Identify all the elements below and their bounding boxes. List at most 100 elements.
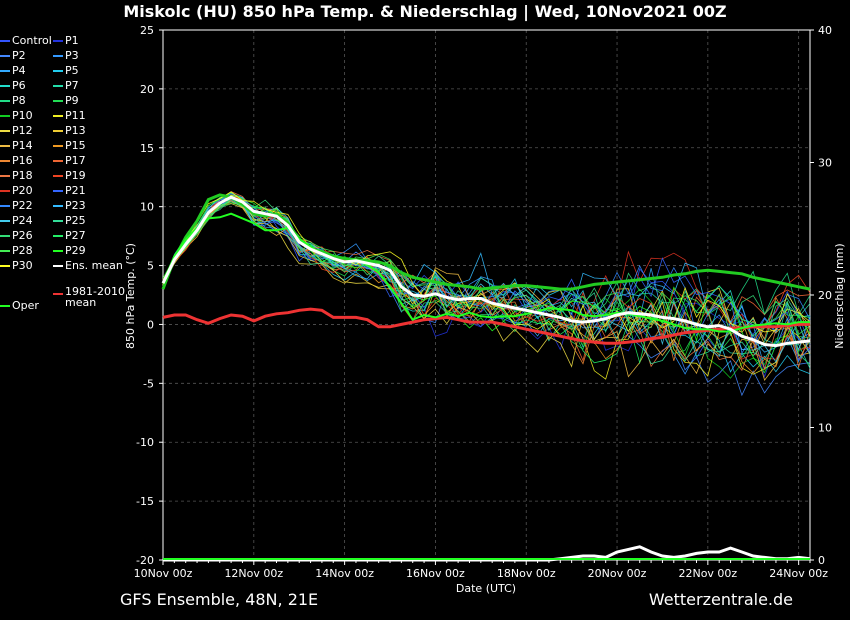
x-tick-label: 12Nov 00z: [224, 567, 283, 580]
member-line-p26: [162, 198, 811, 366]
legend-swatch: [0, 235, 10, 237]
legend-label: P7: [65, 79, 79, 92]
legend-label: P27: [65, 229, 86, 242]
y-tick-label: 0: [147, 318, 154, 331]
legend-item: P19: [53, 168, 86, 183]
oper-line: [162, 212, 810, 333]
plot-frame: [162, 29, 811, 561]
legend-swatch: [0, 250, 10, 252]
legend-item: Ens. mean: [53, 258, 123, 273]
legend-swatch: [0, 175, 10, 177]
legend-swatch: [0, 265, 10, 267]
legend-item: P6: [0, 78, 26, 93]
member-line-control: [162, 197, 811, 360]
member-line-p19: [162, 198, 811, 344]
legend-item: P5: [53, 63, 79, 78]
legend-swatch: [0, 160, 10, 162]
legend-item: P7: [53, 78, 79, 93]
y-tick-label: 10: [140, 201, 154, 214]
legend-item: P2: [0, 48, 26, 63]
legend-swatch: [0, 190, 10, 192]
legend-item: P11: [53, 108, 86, 123]
legend-swatch: [53, 160, 63, 162]
member-line-p5: [162, 194, 811, 375]
legend-swatch: [53, 85, 63, 87]
legend-swatch: [0, 70, 10, 72]
legend-label: P12: [12, 124, 33, 137]
legend-label: P5: [65, 64, 79, 77]
legend-label: P11: [65, 109, 86, 122]
legend-item: P16: [0, 153, 33, 168]
legend-item: P26: [0, 228, 33, 243]
legend-label: P13: [65, 124, 86, 137]
x-tick-label: 16Nov 00z: [406, 567, 465, 580]
y-axis-label: 850 hPa Temp. (°C): [124, 243, 137, 349]
legend-label: P10: [12, 109, 33, 122]
x-tick-label: 20Nov 00z: [588, 567, 647, 580]
legend-item: P14: [0, 138, 33, 153]
legend-swatch: [53, 250, 63, 252]
legend-label: P26: [12, 229, 33, 242]
legend-swatch: [0, 145, 10, 147]
legend-label: Control: [12, 34, 52, 47]
legend-label: Oper: [12, 299, 39, 312]
legend-item: P25: [53, 213, 86, 228]
legend-swatch: [53, 175, 63, 177]
y-tick-label: -15: [136, 495, 154, 508]
legend-swatch: [0, 85, 10, 87]
legend-item: P1: [53, 33, 79, 48]
legend-label: P18: [12, 169, 33, 182]
legend-label: P3: [65, 49, 79, 62]
chart-title: Miskolc (HU) 850 hPa Temp. & Niederschla…: [123, 2, 727, 21]
x-tick-label: 10Nov 00z: [134, 567, 193, 580]
member-line-p3: [162, 199, 811, 375]
legend-item: P4: [0, 63, 26, 78]
legend-label: P14: [12, 139, 33, 152]
tick-labels: 25 20 15 10 5 0 -5 -10 -15 -20 40 30 20 10 0 10Nov 00z 1…: [134, 24, 832, 580]
legend-item: P13: [53, 123, 86, 138]
legend-item: P29: [53, 243, 86, 258]
y2-tick-label: 0: [818, 554, 825, 567]
legend-label: P17: [65, 154, 86, 167]
y-tick-label: 20: [140, 83, 154, 96]
legend-swatch: [53, 235, 63, 237]
legend-swatch: [53, 130, 63, 132]
y-tick-label: -10: [136, 436, 154, 449]
legend-label: P29: [65, 244, 86, 257]
legend-label: P20: [12, 184, 33, 197]
y-tick-label: 5: [147, 260, 154, 273]
legend-item-oper: Oper: [0, 298, 39, 313]
legend-swatch: [0, 115, 10, 117]
clim-mean-line: [162, 307, 810, 345]
legend-label: 1981-2010 mean: [65, 285, 125, 309]
legend-item: P17: [53, 153, 86, 168]
legend-swatch: [0, 130, 10, 132]
legend-item: P23: [53, 198, 86, 213]
legend-swatch: [0, 220, 10, 222]
legend-label: P30: [12, 259, 33, 272]
legend-swatch: [0, 205, 10, 207]
legend-item-clim: 1981-2010 mean: [53, 286, 135, 308]
legend-item: Control: [0, 33, 52, 48]
legend-swatch: [53, 70, 63, 72]
x-tick-label: 22Nov 00z: [678, 567, 737, 580]
y2-axis-label: Niederschlag (mm): [833, 243, 846, 348]
legend-item: P8: [0, 93, 26, 108]
ensemble-members: [162, 191, 811, 397]
precip-lines: [163, 545, 811, 562]
legend-swatch: [53, 190, 63, 192]
y-tick-label: -20: [136, 554, 154, 567]
legend-swatch: [53, 55, 63, 57]
legend-swatch: [0, 55, 10, 57]
legend-label: P9: [65, 94, 79, 107]
y2-tick-label: 20: [818, 289, 832, 302]
legend-swatch: [53, 115, 63, 117]
legend-swatch: [0, 40, 10, 42]
legend-label: P25: [65, 214, 86, 227]
chart-grid: [163, 30, 810, 560]
legend-swatch: [53, 100, 63, 102]
y-tick-label: 25: [140, 24, 154, 37]
x-tick-label: 24Nov 00z: [769, 567, 828, 580]
ens-mean-line: [161, 195, 811, 348]
legend-label: P6: [12, 79, 26, 92]
